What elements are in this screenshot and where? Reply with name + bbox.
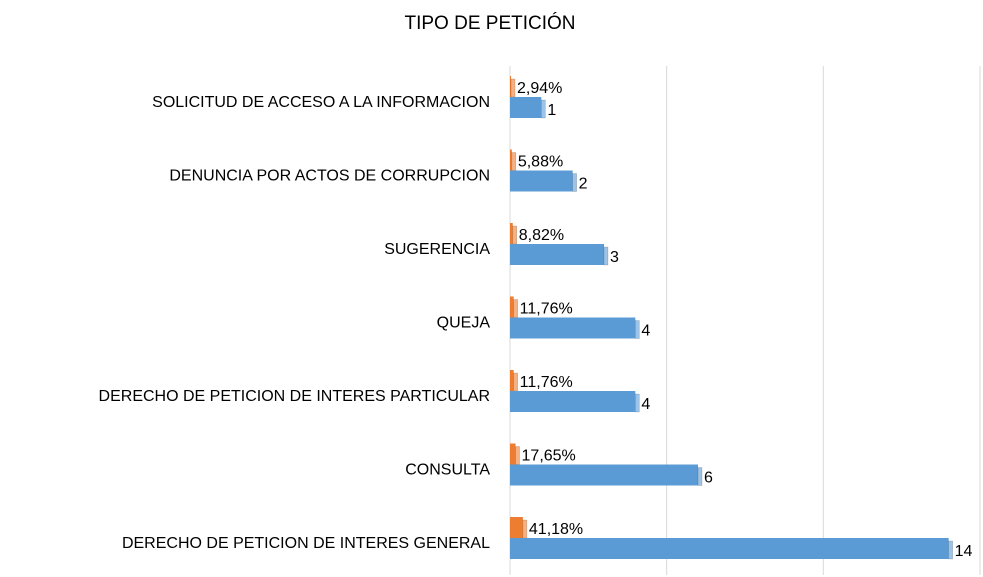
bar-side — [515, 446, 520, 465]
bar-side — [513, 299, 518, 318]
data-label: 11,76% — [520, 301, 573, 318]
bar — [510, 244, 604, 265]
bar — [510, 391, 636, 412]
y-tick-label: SUGERENCIA — [384, 241, 490, 258]
bar — [510, 443, 516, 465]
bar-side — [541, 99, 546, 119]
y-tick-label: CONSULTA — [405, 462, 490, 479]
y-tick-label: DERECHO DE PETICION DE INTERES GENERAL — [122, 535, 490, 552]
y-tick-label: QUEJA — [437, 315, 491, 332]
bar — [510, 538, 949, 559]
bar-side — [948, 540, 953, 560]
data-label: 17,65% — [522, 448, 576, 465]
bar — [510, 317, 636, 339]
data-label: 6 — [704, 470, 713, 487]
bar-side — [572, 173, 577, 192]
data-label: 3 — [610, 249, 619, 266]
data-label: 1 — [547, 102, 556, 119]
bar-side — [513, 372, 518, 392]
bar — [510, 170, 573, 192]
data-label: 8,82% — [519, 227, 564, 244]
data-label: 4 — [641, 323, 650, 340]
bar — [510, 517, 523, 538]
bar — [510, 223, 513, 244]
y-tick-label: DENUNCIA POR ACTOS DE CORRUPCION — [169, 168, 490, 185]
data-label: 41,18% — [529, 521, 583, 538]
bar-side — [522, 519, 528, 539]
bar — [510, 464, 698, 486]
bar-side — [635, 393, 640, 413]
bar-side — [635, 320, 640, 339]
data-label: 2 — [579, 176, 588, 193]
data-label: 4 — [641, 396, 650, 413]
chart-title: TIPO DE PETICIÓN — [404, 12, 575, 34]
y-tick-label: DERECHO DE PETICION DE INTERES PARTICULA… — [99, 388, 490, 405]
bar — [510, 97, 542, 118]
bar-side — [510, 78, 516, 98]
bar — [510, 149, 512, 171]
bar — [510, 76, 511, 97]
bar-side — [512, 225, 518, 245]
bar-side — [511, 152, 517, 171]
bar-side — [697, 467, 703, 486]
bar — [510, 370, 514, 391]
data-label: 14 — [955, 543, 973, 560]
data-label: 11,76% — [520, 374, 573, 391]
data-label: 5,88% — [518, 154, 563, 171]
bar-side — [603, 246, 609, 266]
data-label: 2,94% — [517, 80, 562, 97]
bar — [510, 296, 514, 318]
y-tick-label: SOLICITUD DE ACCESO A LA INFORMACION — [152, 94, 490, 111]
